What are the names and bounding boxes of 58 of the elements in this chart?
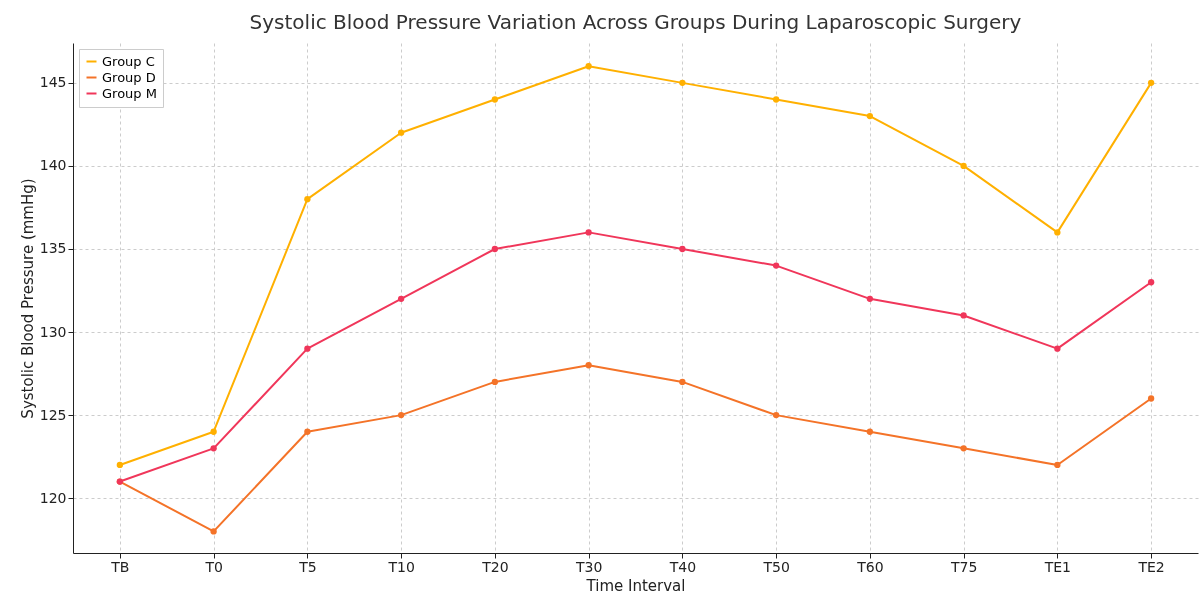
point <box>491 245 499 253</box>
y-tick-label: 130 <box>39 323 67 340</box>
point <box>491 378 499 386</box>
legend-label: Group D <box>102 69 156 85</box>
point <box>1054 345 1061 352</box>
point <box>1054 461 1061 469</box>
point <box>116 461 124 469</box>
y-tick-label: 140 <box>39 157 67 174</box>
point <box>491 96 499 103</box>
x-tick-label: TE2 <box>1137 558 1165 575</box>
point <box>866 112 874 120</box>
point <box>960 162 967 170</box>
point <box>772 262 780 269</box>
y-tick-label: 120 <box>39 489 67 506</box>
point <box>397 411 405 419</box>
x-axis-title: Time Interval <box>585 576 686 595</box>
x-tick-label: T5 <box>298 558 317 575</box>
x-tick-label: T20 <box>481 558 509 575</box>
chart-title: Systolic Blood Pressure Variation Across Groups During Laparoscopic Surgery <box>249 10 1022 34</box>
x-tick-label: T50 <box>762 558 790 575</box>
point <box>585 229 592 236</box>
x-tick-label: T0 <box>204 558 223 575</box>
point <box>1054 229 1061 236</box>
point <box>679 79 686 87</box>
point <box>210 428 217 435</box>
point <box>397 295 405 302</box>
point <box>772 96 780 103</box>
point <box>210 528 217 535</box>
point <box>304 428 311 435</box>
point <box>866 295 874 302</box>
point <box>679 245 686 253</box>
x-tick-label: T75 <box>949 558 978 575</box>
x-tick-label: TE1 <box>1043 558 1072 575</box>
x-tick-label: T40 <box>668 558 697 575</box>
point <box>866 428 874 435</box>
x-tick-label: T60 <box>856 558 884 575</box>
point <box>397 129 405 136</box>
point <box>304 196 311 203</box>
x-tick-label: TB <box>110 558 130 575</box>
point <box>1147 279 1155 286</box>
legend-label: Group C <box>102 53 155 69</box>
point <box>772 411 780 419</box>
point <box>960 445 967 452</box>
x-tick-label: T10 <box>387 558 415 575</box>
point <box>585 63 592 70</box>
legend-label: Group M <box>102 85 157 101</box>
y-tick-label: 145 <box>39 74 67 91</box>
y-tick-label: 135 <box>39 240 67 257</box>
point <box>679 378 686 386</box>
point <box>304 345 311 352</box>
y-axis-title: Systolic Blood Pressure (mmHg) <box>18 178 37 419</box>
point <box>1147 395 1155 402</box>
point <box>585 362 592 369</box>
point <box>1147 79 1155 87</box>
y-tick-label: 125 <box>39 406 67 423</box>
point <box>210 445 217 452</box>
point <box>960 312 967 319</box>
x-tick-label: T30 <box>574 558 603 575</box>
